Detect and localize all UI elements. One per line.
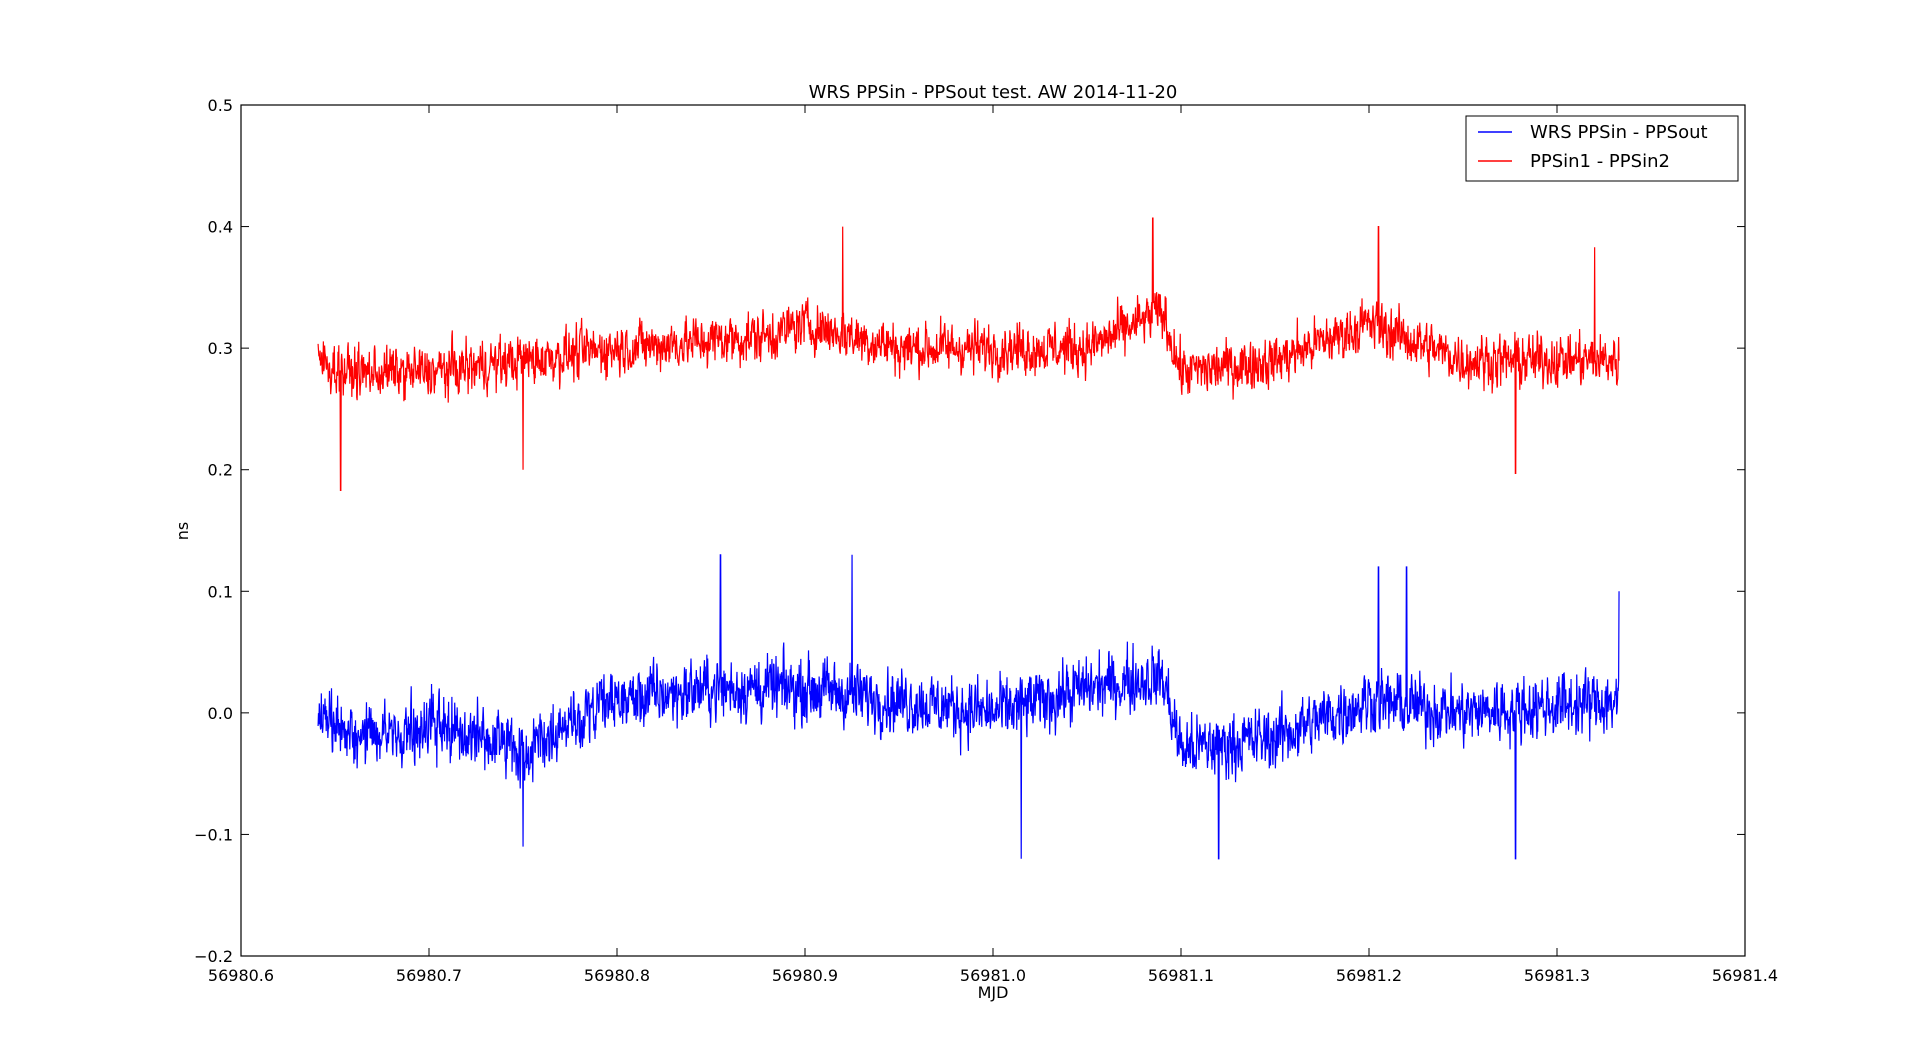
x-tick-label: 56980.8 (584, 966, 650, 985)
legend-label-ppsin: PPSin1 - PPSin2 (1530, 151, 1670, 172)
legend-label-wrs: WRS PPSin - PPSout (1530, 122, 1708, 143)
x-tick-label: 56980.7 (396, 966, 462, 985)
series-layer (317, 217, 1620, 860)
legend: WRS PPSin - PPSout PPSin1 - PPSin2 (1465, 115, 1739, 182)
x-tick-label: 56981.2 (1336, 966, 1402, 985)
x-tick-label: 56980.9 (772, 966, 838, 985)
x-tick-label: 56981.1 (1148, 966, 1214, 985)
ticks-layer: 56980.6 56980.7 56980.8 56980.9 56981.0 56981… (194, 96, 1778, 985)
y-tick-label: 0.2 (208, 461, 233, 480)
y-tick-label: 0.5 (208, 96, 233, 115)
chart-title: WRS PPSin - PPSout test. AW 2014-11-20 (809, 82, 1178, 103)
x-tick-label: 56981.4 (1712, 966, 1778, 985)
series-line-ppsin1-ppsin2 (317, 217, 1620, 491)
y-tick-label: −0.2 (194, 947, 233, 966)
y-axis-label: ns (173, 522, 192, 540)
y-tick-label: 0.1 (208, 582, 233, 601)
y-tick-label: −0.1 (194, 825, 233, 844)
x-axis-label: MJD (978, 983, 1009, 1002)
y-tick-label: 0.0 (208, 704, 233, 723)
y-tick-label: 0.4 (208, 218, 233, 237)
series-line-wrs-ppsin-ppsout (317, 554, 1620, 860)
y-tick-label: 0.3 (208, 339, 233, 358)
legend-box (1465, 115, 1739, 182)
x-tick-label: 56981.3 (1524, 966, 1590, 985)
x-tick-label: 56980.6 (208, 966, 274, 985)
x-tick-label: 56981.0 (960, 966, 1026, 985)
